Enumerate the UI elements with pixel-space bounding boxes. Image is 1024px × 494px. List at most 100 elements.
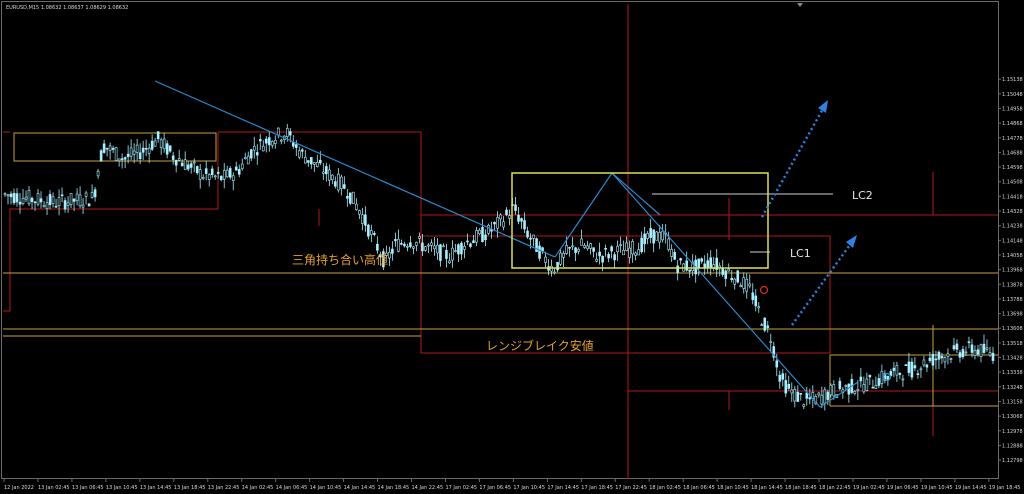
candle-body <box>183 159 187 170</box>
candle-body <box>724 270 728 279</box>
x-tick-label: 19 Jan 10:45 <box>921 485 953 491</box>
candle-body <box>922 359 926 366</box>
y-tick-label: 1.13698 <box>1002 312 1023 318</box>
candle-body <box>778 374 782 382</box>
candle-body <box>36 193 40 205</box>
candle-body <box>880 371 884 384</box>
candle-body <box>607 253 610 259</box>
candle-body <box>198 169 202 180</box>
candle-body <box>979 344 983 357</box>
candle-body <box>742 277 746 289</box>
candle-body <box>568 247 571 249</box>
candle-body <box>874 385 878 389</box>
candle-body <box>892 367 896 371</box>
candle-body <box>180 162 184 167</box>
candle-body <box>769 341 773 343</box>
candle-body <box>307 160 310 163</box>
candle-body <box>538 245 541 259</box>
candle-body <box>186 164 190 170</box>
candle-body <box>562 252 565 258</box>
symbol-info: EURUSD,M15 1.08632 1.08637 1.08629 1.086… <box>6 5 128 11</box>
candle-body <box>973 350 977 357</box>
candle-body <box>583 245 586 248</box>
candle-body <box>976 349 980 355</box>
candle-body <box>937 351 941 360</box>
y-tick-label: 1.14148 <box>1002 238 1023 244</box>
candle-body <box>796 391 800 402</box>
candle-body <box>895 365 899 376</box>
x-tick-label: 18 Jan 06:45 <box>683 485 715 491</box>
candle-body <box>358 210 361 215</box>
candle-body <box>84 192 88 197</box>
candle-body <box>376 243 379 251</box>
candle-body <box>670 249 673 257</box>
x-tick-label: 19 Jan 06:45 <box>887 485 919 491</box>
candle-body <box>658 232 661 243</box>
candle-body <box>487 225 490 234</box>
candle-body <box>231 175 235 181</box>
candle-body <box>466 240 469 243</box>
orange-box-13jan <box>13 132 217 162</box>
x-tick-label: 14 Jan 06:45 <box>276 485 308 491</box>
candle-body <box>721 268 725 275</box>
candle-body <box>355 203 358 210</box>
y-tick-label: 1.13158 <box>1002 399 1023 405</box>
x-tick-label: 17 Jan 02:45 <box>445 485 477 491</box>
x-tick-label: 13 Jan 18:45 <box>174 485 206 491</box>
candle-body <box>445 250 448 259</box>
candle-body <box>457 244 460 255</box>
candle-body <box>904 364 908 367</box>
candle-body <box>652 229 655 244</box>
candle-body <box>826 391 830 400</box>
candle-body <box>988 352 992 356</box>
candle-body <box>853 391 857 394</box>
candle-body <box>99 150 103 162</box>
candle-body <box>676 265 679 273</box>
candle-body <box>63 200 67 210</box>
annotation-range-break-low: レンジブレイク安値 <box>486 338 594 353</box>
candle-body <box>129 147 133 157</box>
candle-body <box>514 204 517 211</box>
candle-body <box>868 374 872 378</box>
candle-body <box>400 243 403 245</box>
candle-body <box>820 394 824 405</box>
target-arrows <box>760 106 854 326</box>
candle-body <box>6 194 10 197</box>
orange-levels <box>3 132 998 407</box>
candle-body <box>766 325 770 328</box>
candle-body <box>691 261 694 272</box>
candle-body <box>637 249 640 256</box>
candle-body <box>901 378 905 381</box>
candle-body <box>928 357 932 361</box>
candle-body <box>565 245 568 254</box>
candle-body <box>361 214 364 224</box>
candle-body <box>907 361 911 373</box>
candle-body <box>258 139 262 142</box>
candle-body <box>270 141 274 146</box>
candle-body <box>51 196 55 204</box>
candle-body <box>619 244 622 246</box>
annotation-triangle-high: 三角持ち合い高値 <box>292 252 388 267</box>
candle-body <box>385 252 388 256</box>
candle-body <box>42 205 46 208</box>
candle-body <box>430 242 433 246</box>
x-tick-label: 17 Jan 10:45 <box>513 485 545 491</box>
candle-body <box>685 260 688 271</box>
candle-body <box>15 193 19 203</box>
candle-body <box>865 378 869 391</box>
candle-body <box>460 242 463 255</box>
triangle-lower-line <box>819 381 859 408</box>
y-tick-label: 1.14688 <box>1002 150 1023 156</box>
chart-shift-marker-icon[interactable] <box>797 3 803 7</box>
candle-body <box>943 357 947 363</box>
candle-body <box>418 236 421 239</box>
candle-body <box>727 268 731 272</box>
candle-body <box>39 198 43 203</box>
candle-body <box>264 138 268 144</box>
price-axis: 1.15138 1.15048 1.14958 1.14868 1.14778 1.146… <box>998 77 1023 464</box>
candle-body <box>409 242 412 247</box>
candle-body <box>367 224 370 237</box>
candle-body <box>577 248 580 252</box>
candle-body <box>967 341 971 344</box>
